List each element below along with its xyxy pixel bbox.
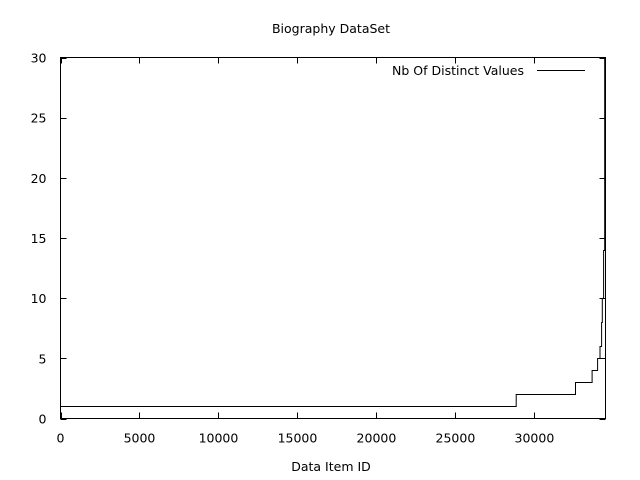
y-tick-label: 0 (39, 412, 47, 427)
x-tick-label: 5000 (124, 431, 156, 446)
x-tick-label: 10000 (199, 431, 239, 446)
y-tick-label: 10 (31, 291, 47, 306)
plot-frame (60, 57, 606, 419)
y-tick-label: 25 (31, 111, 47, 126)
legend: Nb Of Distinct Values (392, 63, 585, 78)
series-line (60, 58, 606, 407)
x-tick-label: 30000 (515, 431, 555, 446)
chart-title: Biography DataSet (272, 21, 390, 36)
x-axis-ticks: 0 5000 10000 15000 20000 25000 30000 (57, 57, 555, 446)
y-tick-label: 20 (31, 171, 47, 186)
x-tick-label: 0 (57, 431, 65, 446)
x-tick-label: 15000 (278, 431, 318, 446)
x-tick-label: 20000 (357, 431, 397, 446)
x-tick-label: 25000 (436, 431, 476, 446)
y-tick-label: 15 (31, 231, 47, 246)
legend-label: Nb Of Distinct Values (392, 63, 524, 78)
y-tick-label: 30 (31, 51, 47, 66)
y-axis-ticks: 0 5 10 15 20 25 30 (31, 51, 606, 427)
series-layer (60, 58, 606, 407)
y-tick-label: 5 (39, 351, 47, 366)
x-axis-label: Data Item ID (291, 459, 371, 474)
